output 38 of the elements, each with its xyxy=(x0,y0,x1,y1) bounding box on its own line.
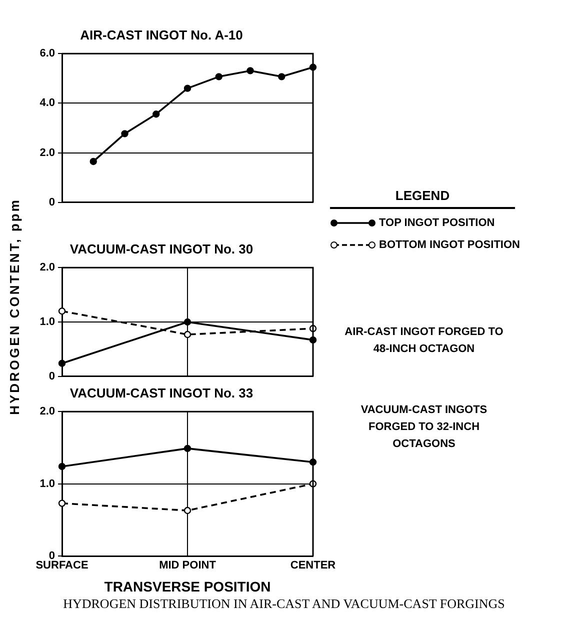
x-tick-label: MID POINT xyxy=(159,560,216,572)
text: HYDROGEN DISTRIBUTION IN AIR-CAST AND VACUUM-CAST FORGINGS xyxy=(62,596,506,612)
y-tick-label: 4.0 xyxy=(40,97,55,110)
chart-title: AIR-CAST INGOT No. A-10 xyxy=(80,27,243,42)
y-tick-label: 2.0 xyxy=(40,146,55,159)
point xyxy=(184,444,192,452)
y-tick-label: 2.0 xyxy=(40,262,55,274)
point xyxy=(246,67,254,74)
x-tick-label: SURFACE xyxy=(36,560,88,572)
legend-title: LEGEND xyxy=(330,188,515,209)
y-tick-label: 1.0 xyxy=(40,316,55,328)
text: AIR-CAST INGOT FORGED TO 48-INCH OCTAGON xyxy=(344,325,504,357)
text: VACUUM-CAST INGOTS FORGED TO 32-INCH OCTAGONS xyxy=(360,403,488,452)
point xyxy=(121,130,128,138)
point xyxy=(184,506,192,514)
point xyxy=(58,500,66,507)
point xyxy=(58,462,66,470)
chart-title: VACUUM-CAST INGOT No. 30 xyxy=(70,241,254,256)
chart-title: VACUUM-CAST INGOT No. 33 xyxy=(70,385,254,400)
point xyxy=(58,360,66,367)
legend-label: BOTTOM INGOT POSITION xyxy=(379,239,520,251)
point xyxy=(184,318,192,326)
y-tick-label: 2.0 xyxy=(40,406,55,418)
y-tick-label: 0 xyxy=(48,196,55,208)
y-tick-label: 1.0 xyxy=(40,478,55,490)
point xyxy=(152,110,160,118)
y-axis-title: HYDROGEN CONTENT, ppm xyxy=(6,198,22,414)
x-axis-title: TRANSVERSE POSITION xyxy=(104,578,271,594)
x-tick-label: CENTER xyxy=(290,560,336,572)
y-tick-label: 0 xyxy=(48,370,55,382)
legend-label: TOP INGOT POSITION xyxy=(379,217,495,229)
point xyxy=(278,73,286,80)
point xyxy=(58,308,66,315)
point xyxy=(90,158,97,166)
point xyxy=(184,330,192,338)
y-tick-label: 6.0 xyxy=(40,48,55,60)
point xyxy=(215,73,222,80)
point xyxy=(184,84,192,92)
